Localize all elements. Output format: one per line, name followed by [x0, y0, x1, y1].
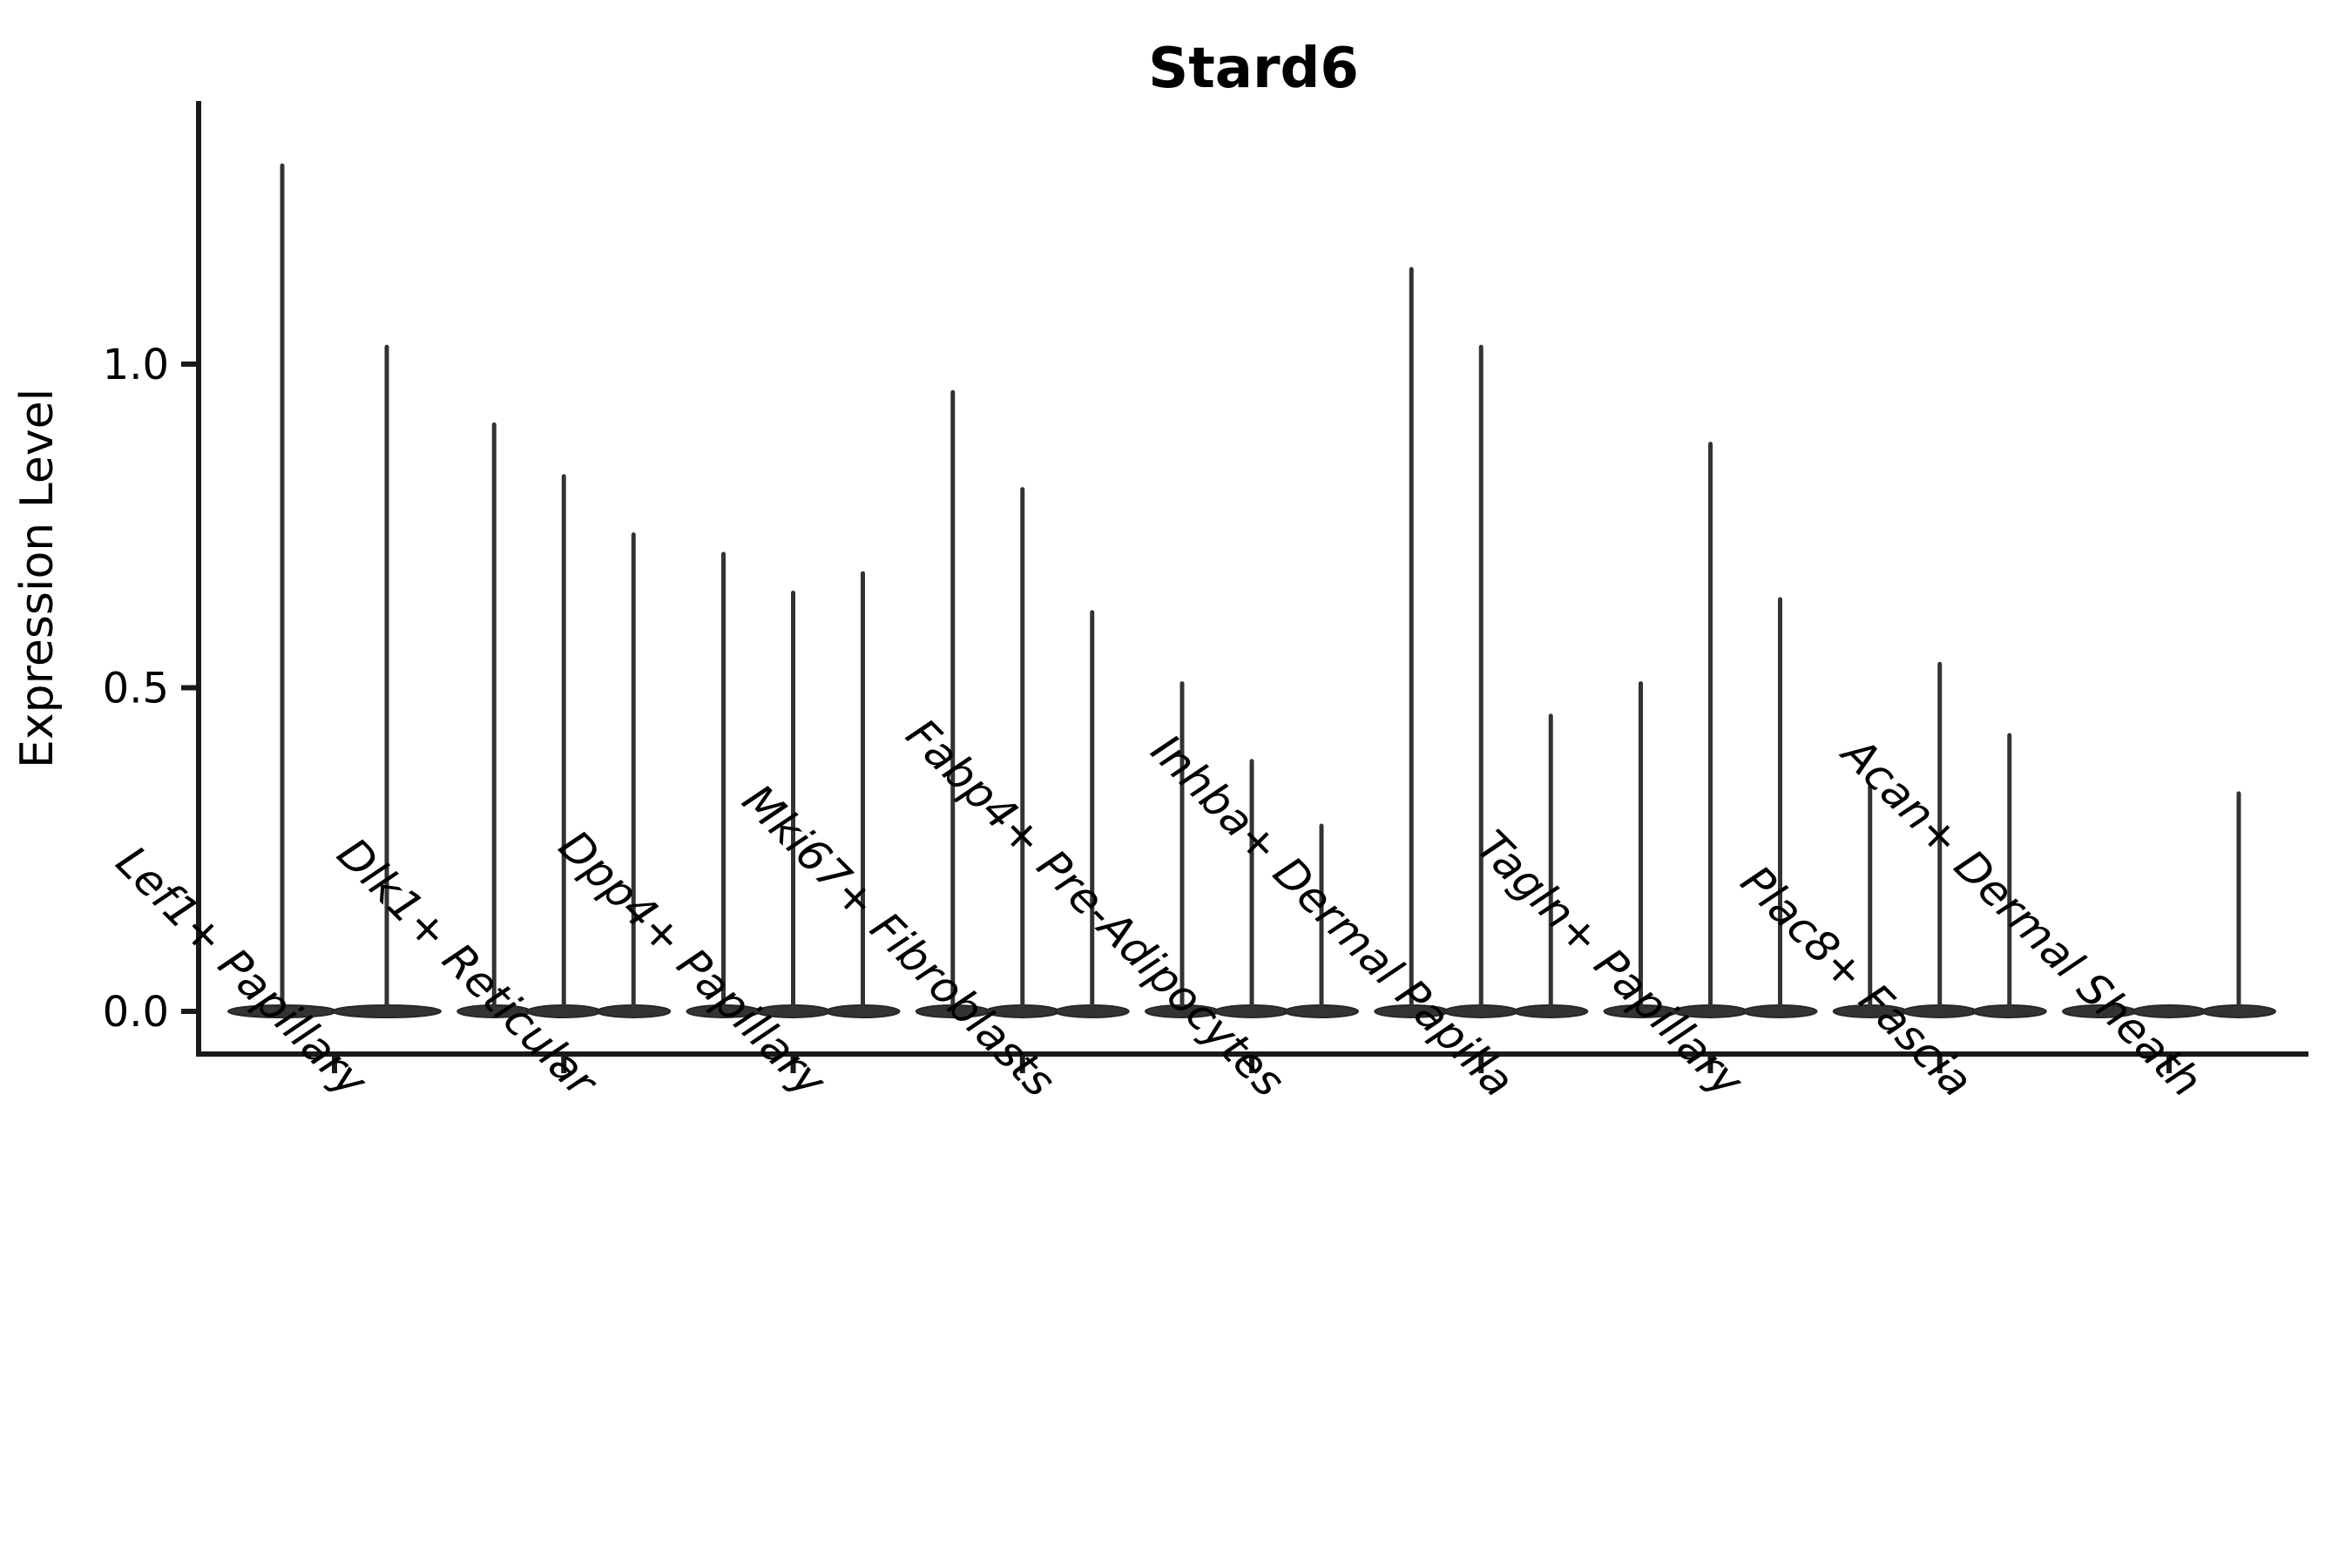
violin-tail-spike	[1319, 823, 1324, 1011]
violin-tail-spike	[2236, 791, 2241, 1011]
violin-group	[915, 389, 1130, 1018]
violin-tail-spike	[1478, 344, 1484, 1012]
x-tick-label: Acan+ Dermal Sheath	[1831, 727, 2212, 1107]
violins-layer	[227, 163, 2276, 1018]
violin-tail-spike	[1868, 784, 1873, 1011]
violin-tail-spike	[491, 422, 497, 1011]
violin-tail-spike	[384, 344, 389, 1012]
x-tick-label: Fabp4+ Pre-Adipocytes	[896, 709, 1294, 1107]
violin-tail-spike	[861, 571, 865, 1011]
y-tick-label: 0.0	[103, 988, 169, 1037]
violin-tail-spike	[561, 474, 566, 1011]
y-axis-ticks: 0.0 0.5 1.0	[103, 341, 199, 1037]
x-tick-label: Inhba+ Dermal Papilla	[1141, 725, 1523, 1106]
violin-tail-spike	[1409, 267, 1414, 1011]
violin-group	[686, 551, 901, 1018]
violin-tail-spike	[950, 389, 956, 1012]
violin-tail-spike	[280, 163, 285, 1012]
violin-group	[2062, 791, 2276, 1018]
chart-title: Stard6	[1148, 37, 1359, 101]
violin-group	[1374, 267, 1589, 1018]
violin-tail-spike	[1249, 759, 1254, 1011]
violin-tail-spike	[1639, 681, 1643, 1011]
violin-tail-spike	[1937, 661, 1943, 1011]
y-tick-label: 0.5	[103, 665, 169, 713]
x-tick-label: Lef1+ Papillary	[106, 836, 377, 1107]
violin-tail-spike	[1778, 597, 1782, 1011]
violin-group	[456, 422, 672, 1018]
x-tick-label: Plac8+ Fascia	[1731, 856, 1982, 1107]
violin-tail-spike	[631, 532, 636, 1011]
violin-tail-spike	[1548, 713, 1553, 1011]
violin-tail-spike	[1020, 487, 1025, 1011]
violin-tail-spike	[1708, 442, 1713, 1011]
violin-group	[227, 163, 442, 1018]
violin-group	[1832, 661, 2047, 1018]
violin-tail-spike	[791, 591, 795, 1011]
violin-tail-spike	[1179, 681, 1185, 1011]
y-axis-label: Expression Level	[11, 389, 64, 768]
violin-tail-spike	[1090, 610, 1095, 1011]
violin-tail-spike	[2007, 733, 2012, 1011]
violin-group	[1145, 681, 1359, 1018]
violin-tail-spike	[721, 551, 726, 1011]
violin-group	[1603, 442, 1818, 1018]
y-tick-label: 1.0	[103, 341, 169, 389]
